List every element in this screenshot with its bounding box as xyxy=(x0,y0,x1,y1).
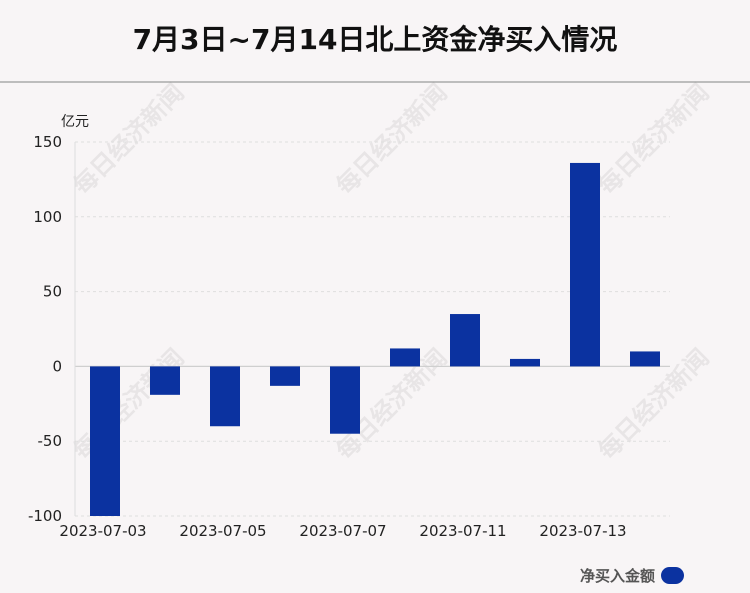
chart-title: 7月3日~7月14日北上资金净买入情况 xyxy=(132,23,618,56)
y-axis-label: 亿元 xyxy=(61,114,89,130)
bar-2023-07-14 xyxy=(630,351,660,367)
x-tick-label: 2023-07-07 xyxy=(299,522,386,540)
bar-2023-07-03 xyxy=(90,366,120,516)
title-divider xyxy=(0,81,750,83)
y-tick-label: 150 xyxy=(33,133,62,151)
x-tick-label: 2023-07-11 xyxy=(419,522,506,540)
bar-2023-07-11 xyxy=(450,314,480,367)
legend-swatch xyxy=(661,567,684,584)
legend-label: 净买入金额 xyxy=(579,567,655,585)
bar-2023-07-07 xyxy=(330,366,360,434)
y-tick-label: 100 xyxy=(33,208,62,226)
x-tick-label: 2023-07-13 xyxy=(539,522,626,540)
bar-2023-07-05 xyxy=(210,366,240,427)
bars xyxy=(90,162,660,516)
bar-2023-07-13 xyxy=(570,162,600,367)
legend: 净买入金额 xyxy=(580,565,684,586)
x-tick-label: 2023-07-03 xyxy=(59,522,146,540)
y-axis-ticks: 150 100 50 0 -50 -100 xyxy=(28,133,62,525)
bar-2023-07-04 xyxy=(150,366,180,395)
y-tick-label: -100 xyxy=(28,507,62,525)
y-tick-label: -50 xyxy=(38,432,63,450)
y-tick-label: 50 xyxy=(43,283,62,301)
x-tick-label: 2023-07-05 xyxy=(179,522,266,540)
bar-2023-07-12 xyxy=(510,358,540,367)
y-tick-label: 0 xyxy=(52,357,62,375)
bar-2023-07-06 xyxy=(270,366,300,386)
bar-2023-07-10 xyxy=(390,348,420,367)
x-axis-ticks: 2023-07-03 2023-07-05 2023-07-07 2023-07-11… xyxy=(59,522,626,540)
